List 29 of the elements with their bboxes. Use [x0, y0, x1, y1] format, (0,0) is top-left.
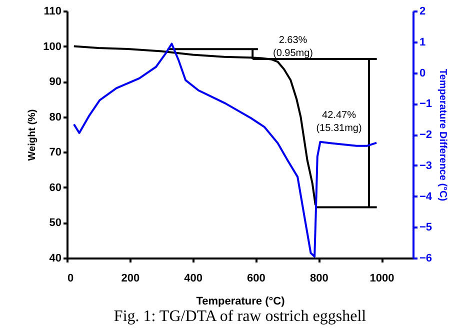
y-tick-label: 80: [49, 111, 62, 124]
caption: Fig. 1: TG/DTA of raw ostrich eggshell: [114, 308, 367, 325]
y-tick-label: 70: [49, 146, 62, 159]
y2-axis-title: Temperature Difference (°C): [437, 68, 448, 202]
y-tick-label: 90: [49, 76, 62, 88]
y2-tick-label: 1: [420, 36, 426, 48]
y-tick-label: 110: [44, 6, 62, 18]
y-tick-label: 50: [49, 217, 62, 230]
y2-tick-label: 2: [420, 6, 426, 18]
y2-tick-label: −1: [420, 98, 432, 110]
annotation: 42.47% (15.31mg): [316, 110, 362, 134]
y-tick-label: 60: [49, 182, 62, 194]
x-tick-label: 600: [247, 272, 266, 284]
y2-tick-label: −3: [420, 160, 432, 172]
x-tick-label: 200: [121, 272, 140, 284]
x-tick-label: 800: [310, 272, 328, 284]
y2-tick-label: 0: [420, 67, 426, 80]
y2-tick-label: −4: [420, 190, 433, 203]
y2-tick-label: −5: [420, 222, 432, 234]
x-tick-label: 0: [68, 272, 74, 284]
x-tick-label: 1000: [370, 272, 394, 284]
y-tick-label: 100: [43, 40, 62, 53]
y-tick-label: 40: [49, 252, 62, 264]
y-axis-title: Weight (%): [27, 109, 38, 161]
x-tick-label: 400: [184, 272, 202, 284]
x-axis-title: Temperature (°C): [196, 296, 286, 308]
annotation: 2.63% (0.95mg): [272, 35, 314, 59]
y2-tick-label: −6: [420, 252, 432, 264]
y2-tick-label: −2: [420, 129, 432, 141]
